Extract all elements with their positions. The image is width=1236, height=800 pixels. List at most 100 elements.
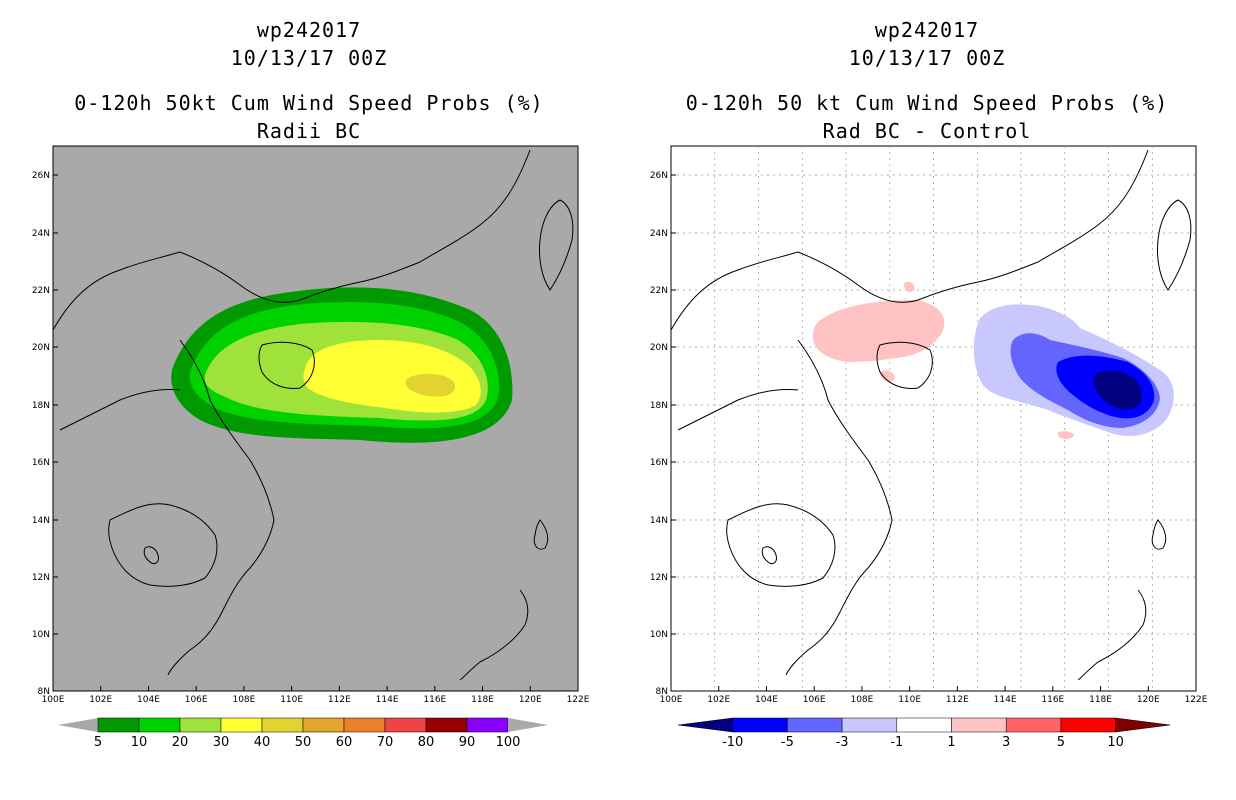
lon-label: 122E (567, 695, 590, 705)
lat-label: 8N (656, 687, 668, 697)
colorbar-label: 10 (131, 735, 148, 750)
lat-label: 18N (650, 401, 668, 411)
lon-label: 100E (42, 695, 65, 705)
colorbar-swatch (466, 717, 509, 733)
lat-label: 24N (32, 229, 50, 239)
lon-label: 106E (803, 695, 826, 705)
lon-label: 108E (232, 695, 255, 705)
right-panel: wp242017 10/13/17 00Z 0-120h 50 kt Cum W… (618, 0, 1236, 800)
colorbar-label: 50 (295, 735, 312, 750)
colorbar-label: -5 (781, 735, 794, 750)
product-title: 0-120h 50 kt Cum Wind Speed Probs (%) (685, 91, 1169, 115)
lat-label: 24N (650, 229, 668, 239)
lon-label: 116E (423, 695, 446, 705)
diff-negative-10 (1093, 370, 1142, 410)
colorbar-swatch (179, 717, 222, 733)
lat-label: 16N (32, 458, 50, 468)
lat-label: 8N (38, 687, 50, 697)
colorbar-label: 80 (418, 735, 435, 750)
lon-label: 122E (1185, 695, 1208, 705)
coastlines (670, 149, 1192, 681)
lon-label: 110E (898, 695, 921, 705)
colorbar-swatch (343, 717, 386, 733)
lon-label: 114E (376, 695, 399, 705)
colorbar-arrow-right (508, 718, 548, 732)
colorbar-swatch (732, 717, 788, 733)
lat-label: 12N (650, 573, 668, 583)
colorbar-arrow-left (677, 717, 733, 733)
colorbar-swatch (1005, 717, 1062, 733)
lat-label: 20N (32, 343, 50, 353)
colorbar-label: -10 (722, 735, 743, 750)
lat-label: 14N (650, 516, 668, 526)
colorbar-label: 70 (377, 735, 394, 750)
coastlines (52, 149, 574, 681)
colorbar-label: 60 (336, 735, 353, 750)
colorbar-label: 10 (1107, 735, 1124, 750)
lon-label: 102E (89, 695, 112, 705)
product-title: 0-120h 50kt Cum Wind Speed Probs (%) (74, 91, 544, 115)
colorbar-label: -3 (836, 735, 849, 750)
colorbar: 5 10 20 30 40 50 60 70 80 90 100 (58, 717, 548, 750)
lon-label: 106E (185, 695, 208, 705)
colorbar-label: 40 (254, 735, 271, 750)
lon-label: 120E (519, 695, 542, 705)
diff-positive-area (813, 300, 945, 362)
lat-label: 14N (32, 516, 50, 526)
colorbar-swatch (261, 717, 304, 733)
lon-label: 104E (755, 695, 778, 705)
diff-positive-small (880, 370, 895, 382)
colorbar-swatch (138, 717, 181, 733)
storm-id: wp242017 (874, 18, 980, 42)
lat-label: 16N (650, 458, 668, 468)
colorbar-label: 1 (947, 735, 955, 750)
subtitle: Radii BC (256, 119, 362, 143)
colorbar-swatch (841, 717, 898, 733)
lat-label: 10N (32, 630, 50, 640)
datetime: 10/13/17 00Z (848, 46, 1006, 70)
gridlines (671, 146, 1196, 691)
colorbar-label: 100 (496, 735, 521, 750)
prob-contour-40 (405, 373, 456, 397)
colorbar-swatch (951, 717, 1007, 733)
colorbar-swatch (97, 717, 140, 733)
colorbar-swatch (787, 717, 843, 733)
colorbar-swatch (425, 717, 468, 733)
lon-label: 110E (280, 695, 303, 705)
colorbar-label: 90 (459, 735, 476, 750)
lon-label: 118E (1089, 695, 1112, 705)
lat-label: 18N (32, 401, 50, 411)
lon-label: 100E (660, 695, 683, 705)
lat-label: 22N (32, 286, 50, 296)
colorbar-swatch (220, 717, 263, 733)
lat-label: 12N (32, 573, 50, 583)
colorbar-arrow-left (58, 718, 98, 732)
lon-label: 112E (946, 695, 969, 705)
storm-id: wp242017 (256, 18, 362, 42)
subtitle: Rad BC - Control (822, 119, 1032, 143)
lat-label: 26N (32, 171, 50, 181)
colorbar-arrow-right (1115, 717, 1171, 733)
colorbar-label: 20 (172, 735, 189, 750)
left-panel: wp242017 10/13/17 00Z 0-120h 50kt Cum Wi… (32, 18, 590, 750)
lon-label: 108E (850, 695, 873, 705)
colorbar-label: 3 (1002, 735, 1010, 750)
lon-label: 112E (328, 695, 351, 705)
lon-label: 102E (707, 695, 730, 705)
diff-positive-small (904, 281, 915, 292)
lat-label: 22N (650, 286, 668, 296)
colorbar-label: -1 (890, 735, 903, 750)
colorbar-label: 5 (94, 735, 102, 750)
diff-positive-small (1058, 431, 1074, 439)
lon-label: 120E (1137, 695, 1160, 705)
colorbar-swatch (896, 717, 952, 733)
colorbar-swatch (302, 717, 345, 733)
colorbar-label: 30 (213, 735, 230, 750)
lon-label: 104E (137, 695, 160, 705)
lon-label: 114E (994, 695, 1017, 705)
lat-label: 26N (650, 171, 668, 181)
